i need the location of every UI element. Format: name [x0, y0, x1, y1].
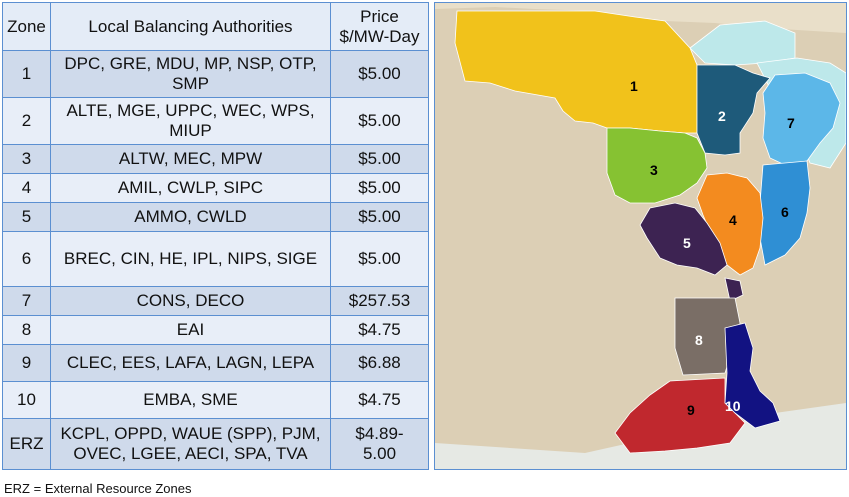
map-svg: 1 2 3 4 5 6 7 8 9 10 [435, 3, 846, 469]
zone-cell: 7 [2, 286, 51, 316]
zone-cell: 6 [2, 230, 51, 288]
zone-cell: 1 [2, 49, 51, 99]
lba-cell: CLEC, EES, LAFA, LAGN, LEPA [50, 343, 331, 382]
price-text: $4.75 [358, 389, 401, 409]
lba-cell: BREC, CIN, HE, IPL, NIPS, SIGE [50, 230, 331, 288]
header-price-line1: Price [360, 6, 399, 26]
table-row: 9 CLEC, EES, LAFA, LAGN, LEPA $6.88 [2, 343, 429, 382]
zone-2-region [696, 64, 771, 156]
zone-9-label: 9 [687, 402, 695, 418]
lba-text: DPC, GRE, MDU, MP, NSP, OTP, [64, 54, 317, 74]
lba-cell: ALTE, MGE, UPPC, WEC, WPS, MIUP [50, 97, 331, 146]
header-price-line2: $/MW-Day [339, 26, 420, 46]
zone-8-label: 8 [695, 332, 703, 348]
price-text: $5.00 [358, 248, 401, 268]
zone-5-bootheel [724, 277, 744, 302]
lba-text: AMMO, CWLD [134, 206, 247, 226]
zone-5-region [639, 202, 728, 276]
price-cell: $4.75 [330, 380, 429, 419]
table-row: 5 AMMO, CWLD $5.00 [2, 201, 429, 232]
price-text: $4.89- [355, 423, 404, 443]
zone-10-label: 10 [725, 398, 741, 414]
zone-6-label: 6 [781, 204, 789, 220]
table-row: 6 BREC, CIN, HE, IPL, NIPS, SIGE $5.00 [2, 230, 429, 288]
lba-text: BREC, CIN, HE, IPL, NIPS, SIGE [63, 248, 318, 268]
lba-text: CLEC, EES, LAFA, LAGN, LEPA [66, 352, 315, 372]
lba-text: AMIL, CWLP, SIPC [117, 178, 264, 198]
zone-cell: 3 [2, 144, 51, 175]
lba-text: ALTE, MGE, UPPC, WEC, WPS, [66, 101, 315, 121]
gulf-of-mexico [435, 403, 846, 469]
price-text: $5.00 [358, 149, 401, 169]
table-row: 2 ALTE, MGE, UPPC, WEC, WPS, MIUP $5.00 [2, 97, 429, 146]
table-row: 3 ALTW, MEC, MPW $5.00 [2, 144, 429, 175]
lba-text: OVEC, LGEE, AECI, SPA, TVA [73, 443, 308, 463]
table-row: 1 DPC, GRE, MDU, MP, NSP, OTP, SMP $5.00 [2, 49, 429, 99]
price-text: $5.00 [358, 178, 401, 198]
lba-text: EMBA, SME [143, 389, 238, 409]
footnote: ERZ = External Resource Zones [4, 481, 192, 496]
lba-text: ALTW, MEC, MPW [118, 149, 263, 169]
miso-zone-map: 1 2 3 4 5 6 7 8 9 10 [434, 2, 847, 470]
zone-cell: 2 [2, 97, 51, 146]
table-row: 8 EAI $4.75 [2, 314, 429, 345]
table-header-row: Zone Local Balancing Authorities Price $… [2, 2, 429, 51]
table-row: 7 CONS, DECO $257.53 [2, 286, 429, 316]
table-row: 4 AMIL, CWLP, SIPC $5.00 [2, 173, 429, 203]
price-text: $6.88 [358, 352, 401, 372]
price-text: 5.00 [362, 443, 397, 463]
price-cell: $257.53 [330, 286, 429, 316]
lba-cell: CONS, DECO [50, 286, 331, 316]
zone-cell: ERZ [2, 417, 51, 471]
zone-5-label: 5 [683, 235, 691, 251]
lba-cell: DPC, GRE, MDU, MP, NSP, OTP, SMP [50, 49, 331, 99]
price-cell: $5.00 [330, 97, 429, 146]
price-cell: $4.75 [330, 314, 429, 345]
price-cell: $5.00 [330, 173, 429, 203]
lba-price-table: Zone Local Balancing Authorities Price $… [2, 2, 429, 471]
price-text: $4.75 [358, 319, 401, 339]
lba-cell: EAI [50, 314, 331, 345]
zone-3-label: 3 [650, 162, 658, 178]
lba-text: EAI [176, 319, 205, 339]
lba-cell: EMBA, SME [50, 380, 331, 419]
header-zone: Zone [2, 2, 51, 51]
zone-2-label: 2 [718, 108, 726, 124]
lba-text: KCPL, OPPD, WAUE (SPP), PJM, [60, 423, 321, 443]
price-cell: $4.89- 5.00 [330, 417, 429, 471]
price-cell: $6.88 [330, 343, 429, 382]
lba-price-table-container: Zone Local Balancing Authorities Price $… [2, 2, 429, 471]
zone-10-region [724, 322, 781, 429]
lba-cell: KCPL, OPPD, WAUE (SPP), PJM, OVEC, LGEE, … [50, 417, 331, 471]
lba-cell: AMMO, CWLD [50, 201, 331, 232]
lba-cell: ALTW, MEC, MPW [50, 144, 331, 175]
table-row: ERZ KCPL, OPPD, WAUE (SPP), PJM, OVEC, LGE… [2, 417, 429, 471]
header-lba: Local Balancing Authorities [50, 2, 331, 51]
zone-cell: 8 [2, 314, 51, 345]
lba-text: MIUP [169, 121, 212, 141]
price-cell: $5.00 [330, 230, 429, 288]
lba-cell: AMIL, CWLP, SIPC [50, 173, 331, 203]
zone-1-label: 1 [630, 78, 638, 94]
price-cell: $5.00 [330, 144, 429, 175]
price-text: $5.00 [358, 64, 401, 84]
price-text: $5.00 [358, 206, 401, 226]
price-cell: $5.00 [330, 49, 429, 99]
lba-text: SMP [172, 74, 209, 94]
zone-7-label: 7 [787, 115, 795, 131]
zone-cell: 9 [2, 343, 51, 382]
price-text: $257.53 [348, 291, 411, 311]
price-text: $5.00 [358, 111, 401, 131]
zone-4-label: 4 [729, 212, 737, 228]
table-row: 10 EMBA, SME $4.75 [2, 380, 429, 419]
header-price: Price $/MW-Day [330, 2, 429, 51]
zone-cell: 10 [2, 380, 51, 419]
zone-4-region [696, 172, 764, 276]
lba-text: CONS, DECO [136, 291, 245, 311]
zone-cell: 4 [2, 173, 51, 203]
zone-cell: 5 [2, 201, 51, 232]
price-cell: $5.00 [330, 201, 429, 232]
zone-3-region [606, 127, 708, 204]
